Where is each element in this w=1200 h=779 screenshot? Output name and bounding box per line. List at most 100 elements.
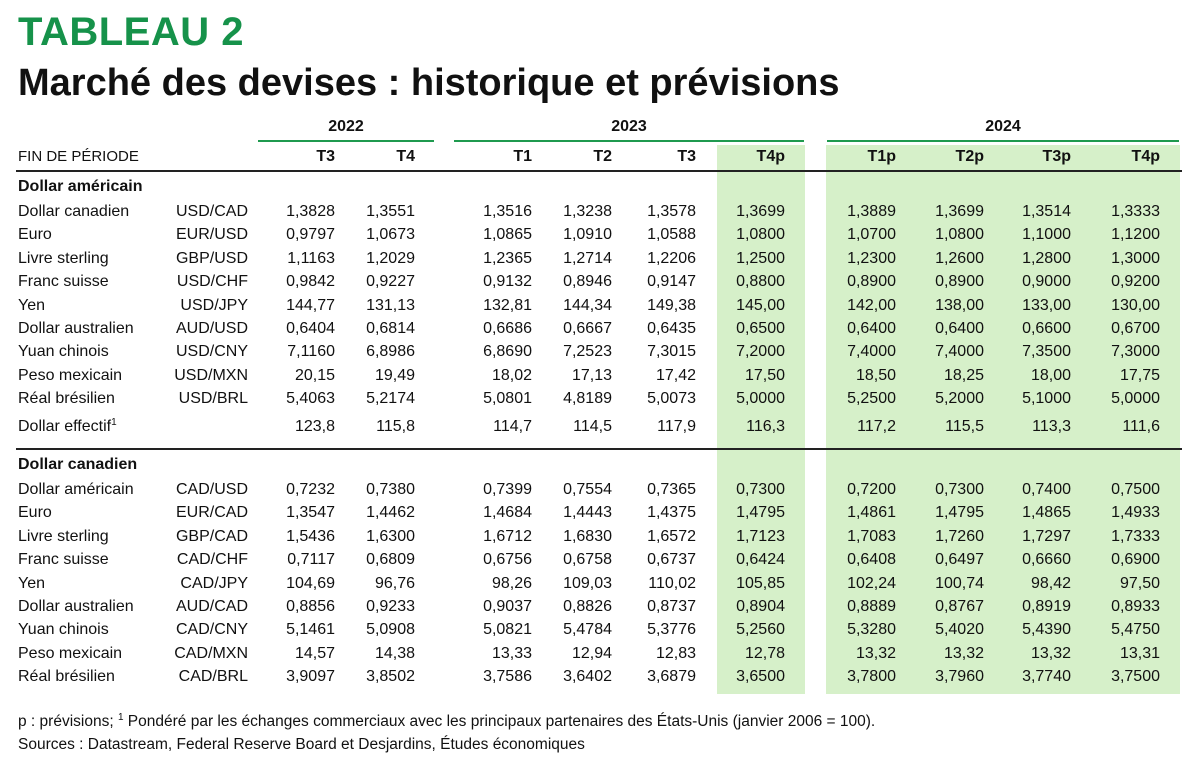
table-row: Dollar australien AUD/CAD 0,8856 0,9233 0,90… [0,598,1200,622]
currency-name: Euro [18,226,52,244]
rate-value: 100,74 [935,574,984,592]
table-row: Franc suisse USD/CHF 0,9842 0,9227 0,9132 0,8… [0,273,1200,297]
footer: p : prévisions; 1 Pondéré par les échang… [18,710,875,756]
rate-value: 7,3000 [1111,343,1160,361]
currency-name: Euro [18,504,52,522]
rate-value: 3,7960 [935,668,984,686]
rate-value: 3,7800 [847,668,896,686]
currency-pair: CAD/USD [175,481,248,498]
rate-value: 5,1461 [286,621,335,639]
rate-value: 0,9200 [1111,273,1160,291]
rate-value: 0,7500 [1111,481,1160,498]
rate-value: 5,1000 [1022,390,1071,408]
rate-value: 13,31 [1119,644,1160,662]
rate-value: 116,3 [746,417,785,435]
column-header: T3 [677,148,696,165]
rate-value: 117,9 [657,417,696,435]
rate-value: 5,0000 [1111,390,1160,408]
currency-name: Yen [18,297,45,315]
table-row: Dollar effectif1 123,8 115,8 114,7 114,5 117,… [0,417,1200,442]
rate-value: 0,8737 [647,598,696,615]
rate-value: 138,00 [935,296,984,314]
table-row: Dollar canadien USD/CAD 1,3828 1,3551 1,3516… [0,203,1200,227]
currency-name: Peso mexicain [18,367,122,385]
currency-name: Dollar australien [18,598,134,616]
rate-value: 1,4865 [1022,504,1071,522]
rate-value: 14,57 [294,644,335,662]
rate-value: 0,8767 [935,598,984,615]
column-header: T4p [1131,148,1160,165]
currency-pair: EUR/USD [175,226,248,244]
rate-value: 0,9147 [647,273,696,291]
rate-value: 18,00 [1030,366,1071,384]
rate-value: 3,7586 [483,668,532,686]
rate-value: 0,9227 [366,273,415,291]
footnote: p : prévisions; 1 Pondéré par les échang… [18,710,875,733]
currency-name-text: Livre sterling [18,527,109,545]
rate-value: 0,6900 [1111,551,1160,569]
rate-value: 144,34 [563,296,612,314]
rate-value: 1,0800 [736,226,785,244]
rate-value: 3,6500 [736,668,785,686]
table-row: Réal brésilien CAD/BRL 3,9097 3,8502 3,7586 3… [0,668,1200,692]
column-header: T4p [756,148,785,165]
rate-value: 7,4000 [847,343,896,361]
section-title: Dollar américain [18,178,143,195]
page-title: Marché des devises : historique et prévi… [18,62,840,104]
rate-value: 0,6667 [563,320,612,337]
rate-value: 1,4795 [736,504,785,522]
table-row: Peso mexicain USD/MXN 20,15 19,49 18,02 17,13… [0,367,1200,391]
currency-pair: USD/CNY [175,343,248,361]
rate-value: 13,33 [491,644,532,662]
rate-value: 5,2560 [736,621,785,639]
rate-value: 117,2 [857,417,896,435]
rate-value: 98,42 [1030,574,1071,592]
rate-value: 0,8919 [1022,598,1071,615]
rate-value: 0,6497 [935,551,984,569]
rate-value: 13,32 [855,644,896,662]
rate-value: 6,8986 [366,343,415,361]
rate-value: 1,3828 [286,203,335,220]
rate-value: 0,7400 [1022,481,1071,498]
rate-value: 3,7740 [1022,668,1071,686]
rate-value: 0,8946 [563,273,612,291]
rate-value: 110,02 [648,574,696,592]
rate-value: 3,6879 [647,668,696,686]
currency-pair: GBP/CAD [175,527,248,545]
column-header: T3p [1042,148,1071,165]
currency-pair: EUR/CAD [175,504,248,522]
year-header-2022: 2022 [258,118,434,142]
year-header-2024: 2024 [827,118,1179,142]
rate-value: 17,13 [571,366,612,384]
rate-value: 18,50 [855,366,896,384]
currency-name-text: Euro [18,226,52,244]
rate-value: 1,2500 [736,249,785,267]
rate-value: 17,75 [1119,366,1160,384]
currency-name-text: Dollar australien [18,598,134,615]
currency-name-text: Peso mexicain [18,366,123,384]
currency-pair: USD/BRL [178,390,248,408]
currency-name: Dollar américain [18,481,134,499]
rate-value: 0,6700 [1111,320,1160,337]
rate-value: 5,4750 [1111,621,1160,639]
rate-value: 0,7117 [287,551,335,569]
rate-value: 0,7200 [847,481,896,498]
rate-value: 132,81 [483,296,532,314]
rate-value: 1,2365 [483,249,532,267]
rate-value: 0,6600 [1022,320,1071,337]
table-row: Yen USD/JPY 144,77 131,13 132,81 144,34 149,38… [0,297,1200,321]
rate-value: 5,3776 [647,621,696,639]
column-header: T2p [955,148,984,165]
rate-value: 3,6402 [563,668,612,686]
rate-value: 1,3578 [647,203,696,220]
rate-value: 19,49 [374,366,415,384]
rate-value: 0,7380 [366,481,415,498]
rate-value: 133,00 [1022,296,1071,314]
rate-value: 12,83 [655,644,696,662]
rate-value: 0,6404 [286,320,335,337]
rate-value: 3,8502 [366,668,415,686]
rate-value: 7,1160 [287,343,335,361]
currency-pair: AUD/CAD [175,598,248,615]
rate-value: 1,3889 [847,203,896,220]
table-row: Livre sterling GBP/USD 1,1163 1,2029 1,2365 1… [0,250,1200,274]
